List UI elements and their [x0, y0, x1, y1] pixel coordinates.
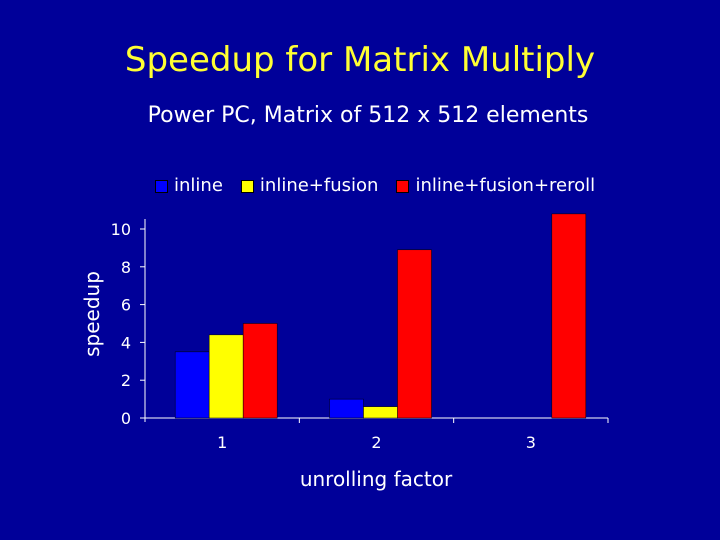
- chart-legend: inline inline+fusion inline+fusion+rerol…: [155, 174, 613, 198]
- legend-item-inline: inline: [155, 174, 223, 198]
- x-tick-label: 3: [526, 433, 536, 452]
- bar-inline-fusion-reroll-1: [242, 323, 278, 419]
- bar-inline-fusion-reroll-3: [551, 213, 587, 419]
- legend-label-inline-fusion-reroll: inline+fusion+reroll: [415, 175, 596, 196]
- legend-swatch-inline-fusion: [240, 179, 254, 193]
- y-tick-label: 6: [121, 296, 131, 315]
- slide-title: Speedup for Matrix Multiply: [124, 40, 596, 80]
- y-tick-label: 8: [121, 258, 131, 277]
- bar-inline-fusion-1: [208, 334, 244, 419]
- y-tick-label: 10: [111, 220, 131, 239]
- bar-inline-2: [329, 398, 364, 419]
- bar-inline-fusion-reroll-2: [397, 249, 432, 419]
- y-axis-title: speedup: [80, 271, 104, 357]
- legend-label-inline-fusion: inline+fusion: [259, 175, 379, 196]
- x-tick-label: 1: [217, 433, 227, 452]
- legend-label-inline: inline: [174, 175, 223, 196]
- y-tick-label: 4: [121, 333, 131, 352]
- bar-inline-fusion-2: [363, 406, 398, 419]
- slide-subtitle: Power PC, Matrix of 512 x 512 elements: [147, 103, 589, 128]
- legend-item-inline-fusion-reroll: inline+fusion+reroll: [396, 174, 595, 198]
- y-tick-label: 0: [121, 409, 131, 428]
- legend-swatch-inline: [155, 179, 168, 193]
- x-tick-label: 2: [371, 433, 381, 452]
- legend-swatch-inline-fusion-reroll: [396, 179, 410, 193]
- y-tick-label: 2: [121, 371, 131, 390]
- x-axis-title: unrolling factor: [300, 467, 453, 491]
- legend-item-inline-fusion: inline+fusion: [240, 174, 379, 198]
- bar-inline-1: [174, 351, 210, 419]
